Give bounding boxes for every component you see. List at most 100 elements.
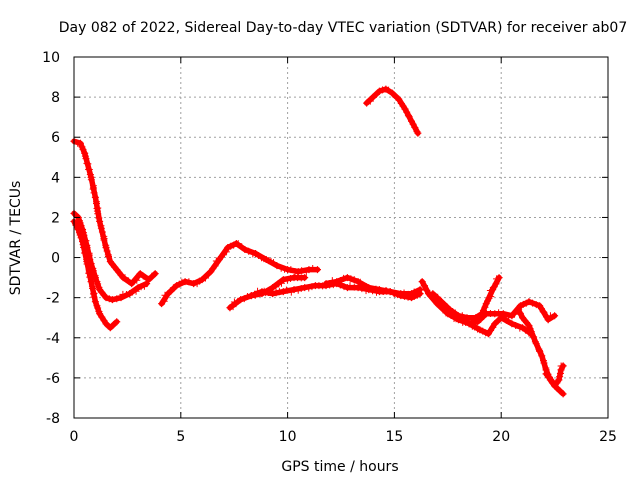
series-marker — [95, 283, 103, 291]
series-marker — [90, 189, 98, 197]
data-point-marker — [269, 290, 277, 298]
data-point-marker — [514, 306, 522, 314]
series-marker — [86, 273, 94, 281]
series-marker — [410, 292, 418, 300]
series-marker — [80, 244, 88, 252]
data-point-marker — [538, 352, 546, 360]
series-arc-a — [70, 137, 159, 288]
series-marker — [479, 312, 487, 320]
series-marker — [504, 312, 512, 320]
series-marker — [516, 309, 524, 317]
series-marker — [404, 111, 412, 119]
series-marker — [546, 312, 554, 320]
series-marker — [542, 313, 550, 321]
series-arc-m — [542, 370, 567, 398]
series-marker — [474, 325, 482, 333]
series-marker — [545, 374, 553, 382]
series-marker — [83, 260, 91, 268]
y-tick-label: -2 — [46, 291, 60, 307]
series-marker — [551, 381, 559, 389]
series-marker — [111, 263, 119, 271]
series-marker — [287, 288, 295, 296]
y-tick-label: 4 — [51, 170, 60, 186]
data-point-marker — [314, 266, 322, 274]
series-marker — [80, 249, 88, 257]
series-marker — [121, 274, 129, 282]
series-marker — [340, 274, 348, 282]
series-marker — [86, 170, 94, 178]
data-series — [70, 85, 567, 398]
series-marker — [527, 328, 535, 336]
series-marker — [277, 264, 285, 272]
series-marker — [100, 291, 108, 299]
series-marker — [122, 291, 130, 299]
series-marker — [211, 262, 219, 270]
grid — [74, 57, 608, 418]
y-tick-label: 0 — [51, 251, 60, 267]
series-marker — [413, 291, 421, 299]
series-marker — [379, 86, 387, 94]
series-marker — [110, 321, 118, 329]
data-point-marker — [407, 117, 415, 125]
series-marker — [493, 275, 501, 283]
series-marker — [366, 97, 374, 105]
series-marker — [350, 283, 358, 291]
series-marker — [505, 317, 513, 325]
x-tick-label: 20 — [492, 429, 510, 445]
axis-tick-labels: 0 5 10 15 20 25 -8 -6 -4 -2 0 2 4 6 8 10 — [42, 50, 617, 445]
series-marker — [393, 291, 401, 299]
series-marker — [102, 241, 110, 249]
x-tick-label: 10 — [279, 429, 297, 445]
series-marker — [486, 310, 494, 318]
series-marker — [458, 312, 466, 320]
y-tick-label: -8 — [46, 411, 60, 427]
series-marker — [113, 295, 121, 303]
series-marker — [470, 320, 478, 328]
series-marker — [287, 275, 295, 283]
chart-title: Day 082 of 2022, Sidereal Day-to-day VTE… — [59, 20, 628, 36]
series-marker — [308, 283, 316, 291]
series-marker — [356, 278, 364, 286]
data-point-marker — [333, 278, 341, 286]
series-marker — [532, 340, 540, 348]
series-marker — [230, 241, 238, 249]
series-marker — [245, 247, 253, 255]
series-marker — [94, 304, 102, 312]
data-point-marker — [113, 318, 121, 326]
series-marker — [409, 120, 417, 128]
series-arc-k — [465, 298, 559, 328]
series-marker — [385, 86, 393, 94]
series-marker — [238, 243, 246, 251]
series-marker — [390, 289, 398, 297]
series-marker — [222, 248, 230, 256]
series-marker — [260, 255, 268, 263]
series-marker — [204, 271, 212, 279]
series-marker — [434, 293, 442, 301]
series-marker — [98, 313, 106, 321]
series-marker — [512, 321, 520, 329]
series-marker — [135, 273, 143, 281]
series-marker — [195, 277, 203, 285]
series-marker — [537, 305, 545, 313]
data-point-marker — [388, 89, 396, 97]
data-point-marker — [499, 310, 507, 318]
series-marker — [227, 242, 235, 250]
series-marker — [229, 303, 237, 311]
series-marker — [519, 300, 527, 308]
series-marker — [542, 364, 550, 372]
series-marker — [100, 317, 108, 325]
y-tick-label: 6 — [51, 130, 60, 146]
series-marker — [90, 293, 98, 301]
series-marker — [132, 287, 140, 295]
series-marker — [160, 297, 168, 305]
data-point-marker — [491, 320, 499, 328]
data-point-marker — [542, 370, 550, 378]
series-marker — [532, 301, 540, 309]
series-marker — [254, 287, 262, 295]
series-marker — [93, 200, 101, 208]
data-point-marker — [87, 278, 95, 286]
series-marker — [400, 292, 408, 300]
series-marker — [423, 286, 431, 294]
data-point-marker — [96, 217, 104, 225]
